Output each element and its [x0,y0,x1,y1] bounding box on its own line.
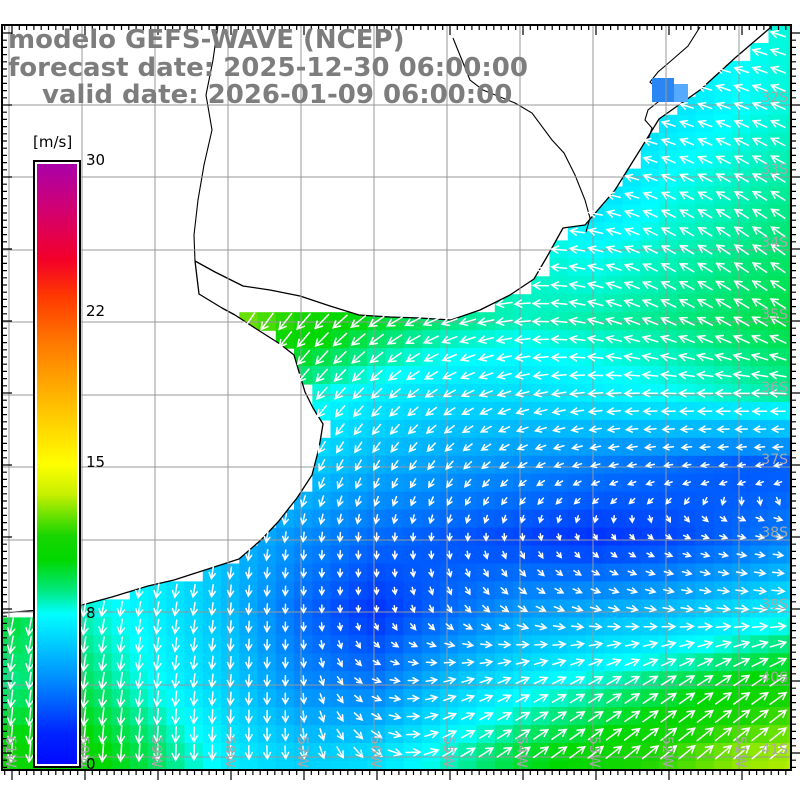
longitude-label: 52W [659,736,675,768]
latitude-label: 38S [761,525,788,541]
land-area [2,25,771,614]
axis-ticks [2,25,800,780]
lagoon-water-cell [652,78,674,102]
longitude-label: 59W [148,736,164,768]
colorbar-gradient [37,164,77,764]
longitude-label: 54W [513,736,529,768]
colorbar-unit-label: [m/s] [33,133,73,151]
colorbar-tick-label: 30 [86,151,106,169]
colorbar-tick-label: 15 [86,453,106,471]
wind-direction-arrows [6,29,788,764]
longitude-label: 55W [440,736,456,768]
latitude-label: 41S [761,742,788,758]
colorbar-tick-label: 0 [86,755,96,773]
latitude-label: 33S [761,162,788,178]
river-line [452,37,591,233]
river-line [193,25,219,262]
colorbar [33,160,81,768]
longitude-label: 56W [367,736,383,768]
longitude-label: 61W [2,736,18,768]
lagoon-water-cell [674,84,688,102]
longitude-label: 58W [221,736,237,768]
latitude-label: 40S [761,670,788,686]
map-frame [1,24,800,780]
colorbar-tick-label: 8 [86,604,96,622]
latitude-label: 39S [761,597,788,613]
latitude-label: 36S [761,380,788,396]
latitude-label: 37S [761,452,788,468]
latitude-label: 32S [761,90,788,106]
longitude-label: 57W [294,736,310,768]
longitude-label: 53W [586,736,602,768]
latitude-label: 35S [761,307,788,323]
longitude-label: 51W [732,736,748,768]
colorbar-tick-label: 22 [86,302,106,320]
latitude-label: 34S [761,235,788,251]
